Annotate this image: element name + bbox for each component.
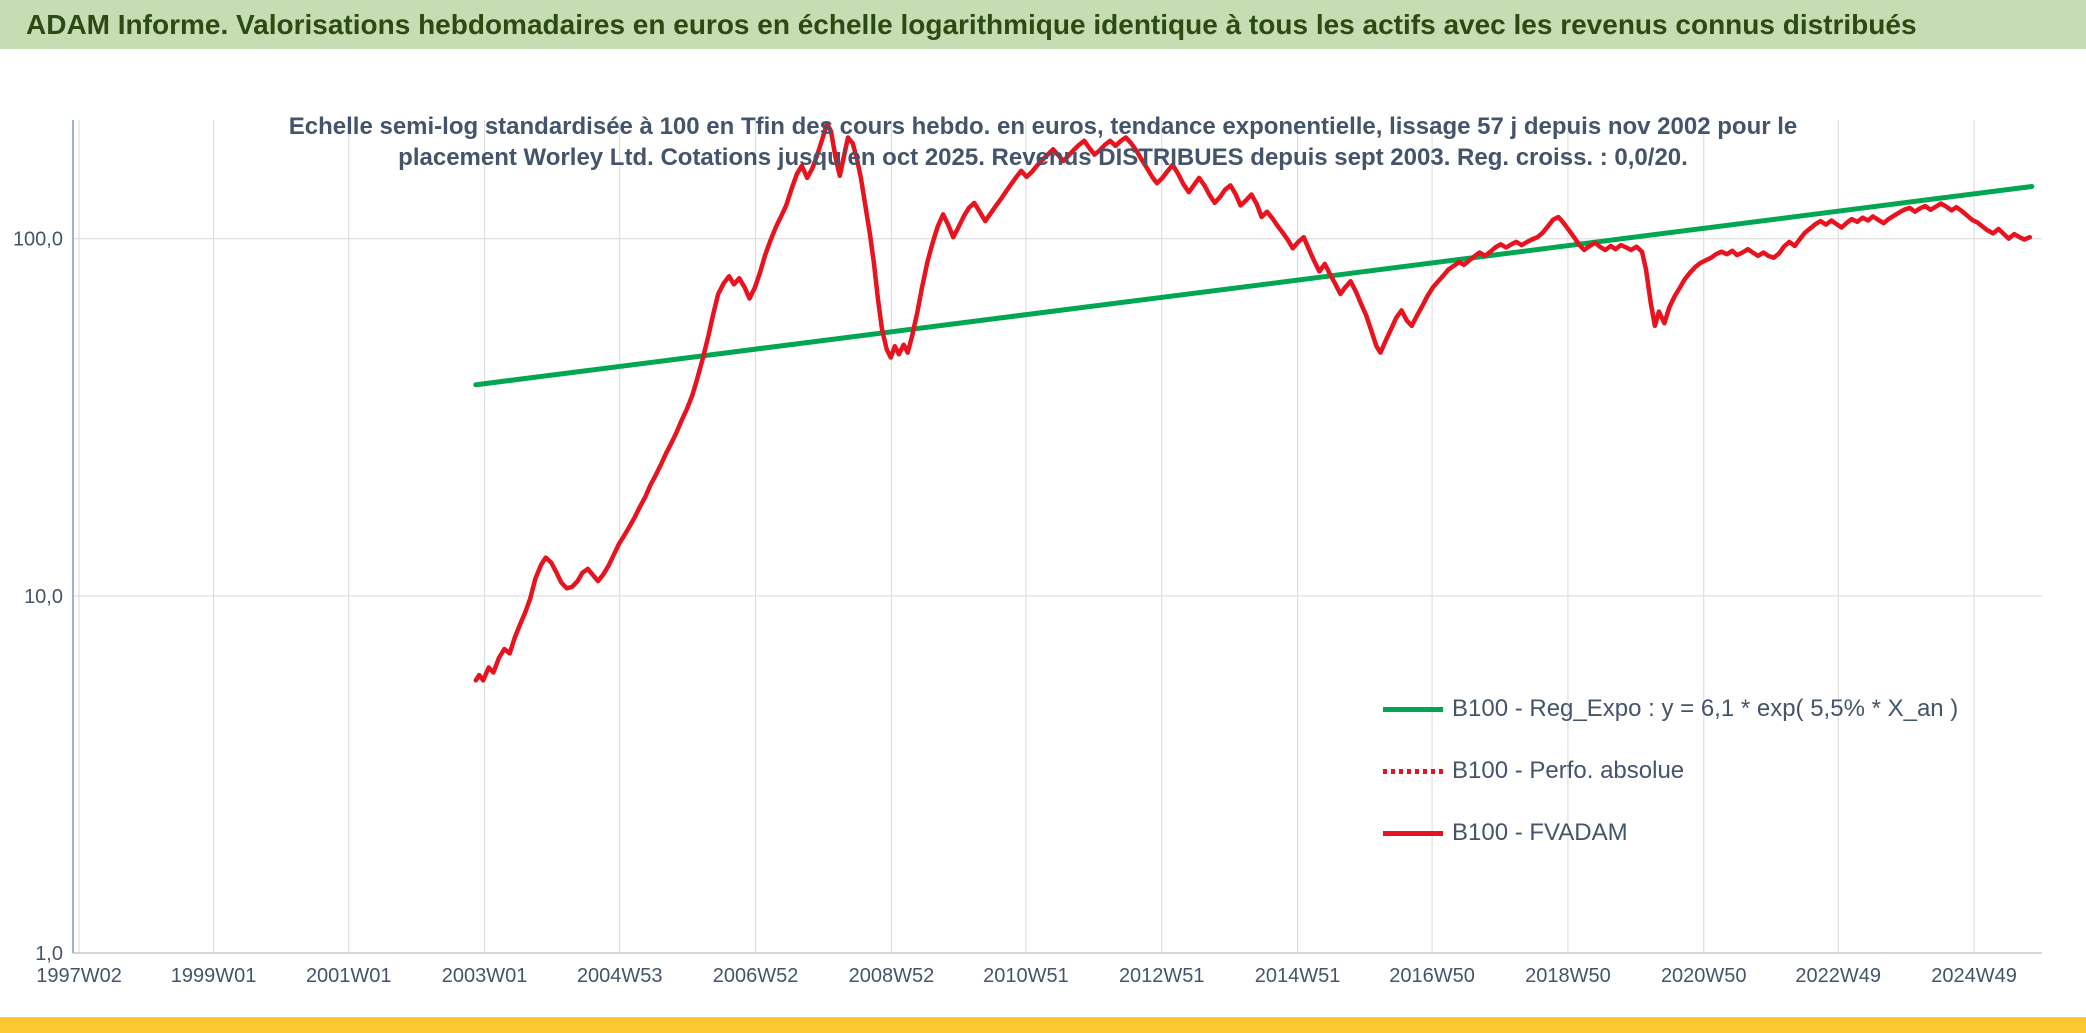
chart-legend: B100 - Reg_Expo : y = 6,1 * exp( 5,5% * … (1383, 678, 1958, 864)
red-line-swatch (1383, 830, 1443, 836)
series-line-0 (473, 184, 2035, 388)
legend-label-perfo-absolue: B100 - Perfo. absolue (1452, 757, 1685, 784)
x-tick-label: 2014W51 (1255, 965, 1341, 987)
chart-area: 1997W02 1999W01 2001W01 2003W01 2004W53 2006W… (0, 49, 2086, 1017)
x-tick-label: 1997W02 (36, 965, 122, 987)
y-tick-label: 1,0 (35, 943, 63, 965)
legend-entry-reg-expo: B100 - Reg_Expo : y = 6,1 * exp( 5,5% * … (1383, 678, 1958, 740)
legend-entry-perfo-absolue: B100 - Perfo. absolue (1383, 740, 1958, 802)
legend-label-fvadam: B100 - FVADAM (1452, 819, 1628, 846)
green-line-swatch (1383, 706, 1443, 712)
x-tick-label: 2024W49 (1931, 965, 2017, 987)
x-tick-label: 2016W50 (1389, 965, 1475, 987)
x-tick-label: 2012W51 (1119, 965, 1205, 987)
x-tick-label: 2022W49 (1795, 965, 1881, 987)
x-tick-label: 1999W01 (171, 965, 257, 987)
x-tick-label: 2001W01 (306, 965, 392, 987)
x-tick-label: 2018W50 (1525, 965, 1611, 987)
x-tick-label: 2006W52 (713, 965, 799, 987)
series-line-2 (473, 121, 2033, 683)
x-tick-label: 2008W52 (849, 965, 935, 987)
y-tick-label: 10,0 (24, 586, 63, 608)
x-tick-label: 2010W51 (983, 965, 1069, 987)
chart-plot: 1997W02 1999W01 2001W01 2003W01 2004W53 2006W… (13, 120, 2042, 987)
report-title-bar: ADAM Informe. Valorisations hebdomadaire… (0, 0, 2086, 49)
x-tick-label: 2020W50 (1661, 965, 1747, 987)
x-tick-label: 2003W01 (442, 965, 528, 987)
x-tick-label: 2004W53 (577, 965, 663, 987)
report-title: ADAM Informe. Valorisations hebdomadaire… (26, 8, 1917, 40)
legend-entry-fvadam: B100 - FVADAM (1383, 802, 1958, 864)
bottom-accent-strip (0, 1017, 2086, 1033)
y-tick-label: 100,0 (13, 229, 63, 251)
legend-label-reg-expo: B100 - Reg_Expo : y = 6,1 * exp( 5,5% * … (1452, 695, 1959, 722)
red-dotted-line-swatch (1383, 768, 1443, 774)
